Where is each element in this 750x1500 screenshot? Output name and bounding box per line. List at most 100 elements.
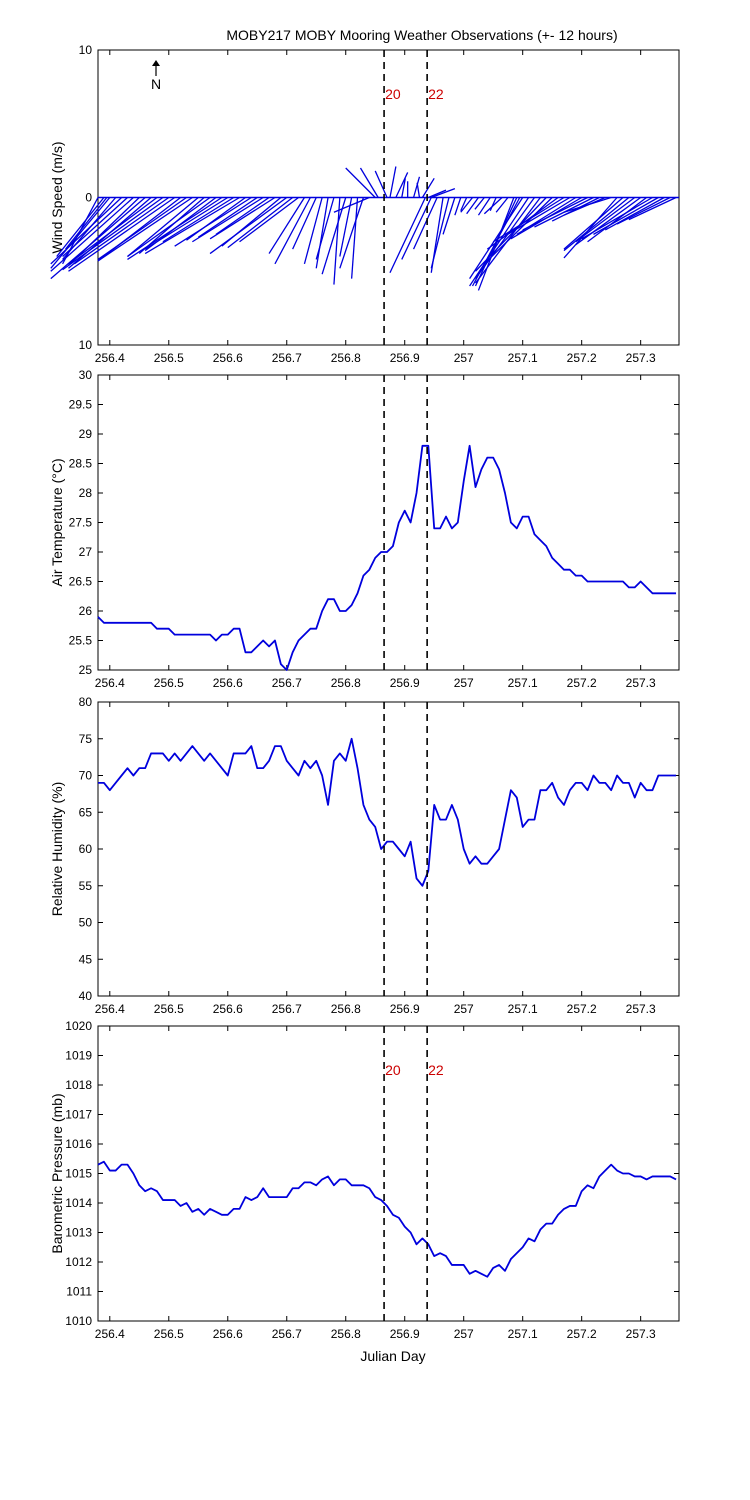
wind-vector (127, 196, 211, 258)
wind-vector (274, 197, 311, 265)
data-series-line (97, 444, 677, 671)
wind-vector (477, 197, 515, 291)
y-tick-label: 25.5 (69, 634, 93, 648)
wind-vector (469, 197, 530, 287)
wind-vector (268, 197, 305, 254)
wind-vector (227, 196, 294, 249)
x-tick-label: 257.3 (626, 676, 656, 690)
y-tick-label: 1012 (65, 1255, 92, 1269)
wind-vector (62, 197, 128, 257)
y-axis-label: Barometric Pressure (mb) (49, 1093, 65, 1253)
wind-vector (65, 197, 108, 250)
wind-vector (50, 197, 134, 272)
x-tick-label: 256.7 (272, 1002, 302, 1016)
panel-3: 256.4 256.5 256.6 256.7 256.8 256.9 257 257.1 25… (49, 695, 680, 1016)
y-tick-label: 1018 (65, 1078, 92, 1092)
wind-vector (74, 196, 170, 265)
x-tick-label: 256.5 (154, 1327, 184, 1341)
wind-vector (466, 197, 479, 215)
wind-vector (239, 196, 299, 243)
wind-vector (575, 196, 642, 246)
wind-vector (604, 196, 665, 231)
panel-2: 256.4 256.5 256.6 256.7 256.8 256.9 257 257.1 25… (49, 368, 680, 690)
x-tick-label: 256.7 (272, 676, 302, 690)
wind-vector (292, 197, 317, 250)
wind-vector (483, 197, 503, 215)
wind-vector (209, 196, 276, 240)
wind-vector (430, 197, 450, 269)
y-tick-label: 27.5 (69, 516, 93, 530)
wind-vector (333, 196, 370, 213)
y-tick-label: 30 (79, 368, 93, 382)
x-tick-label: 256.8 (331, 1327, 361, 1341)
panel-4: 256.4 256.5 256.6 256.7 256.8 256.9 257 257.1 25… (49, 1019, 680, 1341)
wind-vector (321, 197, 347, 275)
wind-vector (97, 196, 193, 262)
wind-vector (127, 196, 223, 260)
y-tick-label: 55 (79, 879, 93, 893)
wind-vector (389, 197, 426, 274)
x-tick-label: 257.2 (567, 1327, 597, 1341)
y-tick-label: 60 (79, 842, 93, 856)
event-marker-label: 20 (385, 86, 401, 102)
x-tick-label: 256.6 (213, 676, 243, 690)
wind-vector (412, 176, 421, 198)
x-tick-label: 256.7 (272, 1327, 302, 1341)
x-tick-label: 257.1 (508, 1327, 538, 1341)
x-tick-label: 256.8 (331, 676, 361, 690)
wind-vector (315, 197, 329, 269)
wind-vector (50, 197, 111, 269)
north-label: N (151, 76, 161, 92)
wind-vector (412, 197, 438, 250)
wind-vector (68, 196, 176, 272)
wind-vector (339, 197, 365, 269)
wind-vector (575, 196, 636, 243)
wind-vector (504, 196, 571, 237)
wind-vector (303, 197, 323, 265)
wind-vector (460, 197, 468, 212)
x-tick-label: 256.8 (331, 351, 361, 365)
x-tick-label: 256.5 (154, 351, 184, 365)
x-tick-label: 256.9 (390, 1002, 420, 1016)
wind-vector (593, 196, 659, 235)
wind-vector (474, 197, 485, 210)
wind-vector (401, 178, 406, 198)
figure-title: MOBY217 MOBY Mooring Weather Observation… (226, 27, 617, 43)
wind-vector (56, 197, 105, 257)
plot-frame (97, 701, 680, 997)
plot-frame (97, 374, 680, 671)
x-tick-label: 257 (454, 1327, 474, 1341)
x-tick-label: 257.3 (626, 1327, 656, 1341)
wind-vector (469, 197, 524, 279)
wind-vector (421, 177, 435, 198)
wind-vector (50, 197, 146, 280)
wind-vector (395, 172, 409, 198)
y-tick-label: 29.5 (69, 398, 93, 412)
wind-vector (97, 196, 187, 260)
wind-vector (416, 182, 421, 198)
wind-vector (359, 167, 379, 198)
x-tick-label: 257 (454, 351, 474, 365)
wind-vector (215, 196, 270, 235)
y-tick-label: 10 (79, 338, 93, 352)
y-tick-label: 40 (79, 989, 93, 1003)
x-tick-label: 256.6 (213, 1327, 243, 1341)
wind-vector (489, 197, 497, 212)
y-tick-label: 45 (79, 952, 93, 966)
y-tick-label: 1016 (65, 1137, 92, 1151)
wind-vector (551, 196, 600, 222)
wind-vector (127, 197, 199, 257)
x-tick-label: 256.4 (95, 1327, 125, 1341)
wind-vector (477, 197, 491, 216)
panel-1: 256.4 256.5 256.6 256.7 256.8 256.9 257 257.1 25… (49, 43, 680, 365)
x-tick-label: 256.5 (154, 1002, 184, 1016)
wind-vector (162, 196, 235, 243)
wind-vector (315, 197, 335, 260)
wind-vector (563, 196, 630, 252)
y-tick-label: 70 (79, 769, 93, 783)
y-tick-label: 75 (79, 732, 93, 746)
x-tick-label: 256.4 (95, 1002, 125, 1016)
x-tick-label: 257.2 (567, 351, 597, 365)
event-marker-label: 22 (428, 86, 444, 102)
y-axis-label: Relative Humidity (%) (49, 782, 65, 917)
